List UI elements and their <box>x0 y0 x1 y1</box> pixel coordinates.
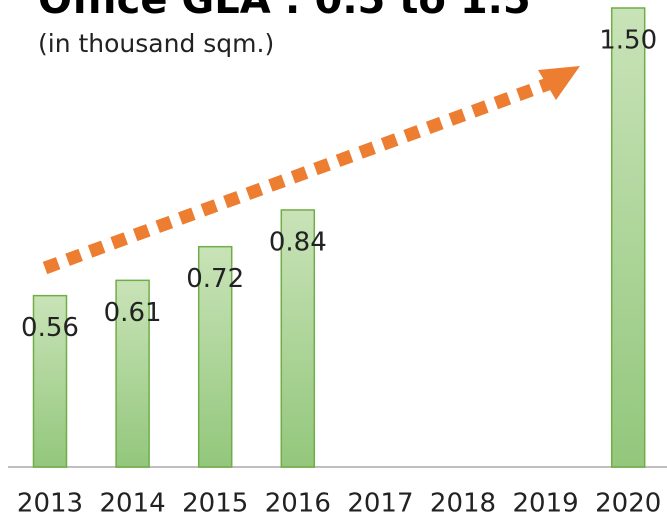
value-label: 0.72 <box>186 264 244 294</box>
x-tick-label: 2015 <box>182 489 248 519</box>
bar <box>32 294 68 468</box>
value-label: 0.84 <box>269 227 327 257</box>
chart-subtitle: (in thousand sqm.) <box>38 29 274 58</box>
arrow-head <box>538 66 580 100</box>
x-tick-label: 2018 <box>430 489 496 519</box>
bar <box>197 245 233 468</box>
value-label: 1.50 <box>599 26 657 56</box>
bar <box>610 7 646 468</box>
x-tick-label: 2020 <box>595 489 661 519</box>
x-tick-label: 2017 <box>347 489 413 519</box>
x-tick-label: 2014 <box>100 489 166 519</box>
trend-arrow <box>42 77 551 275</box>
bar <box>115 279 150 468</box>
chart-title: Office GLA : 0.5 to 1.5 <box>38 0 531 23</box>
x-tick-label: 2019 <box>513 489 579 519</box>
value-label: 0.61 <box>104 298 162 328</box>
value-label: 0.56 <box>21 313 79 343</box>
bar <box>280 209 316 468</box>
x-tick-label: 2013 <box>17 489 83 519</box>
x-tick-label: 2016 <box>265 489 331 519</box>
